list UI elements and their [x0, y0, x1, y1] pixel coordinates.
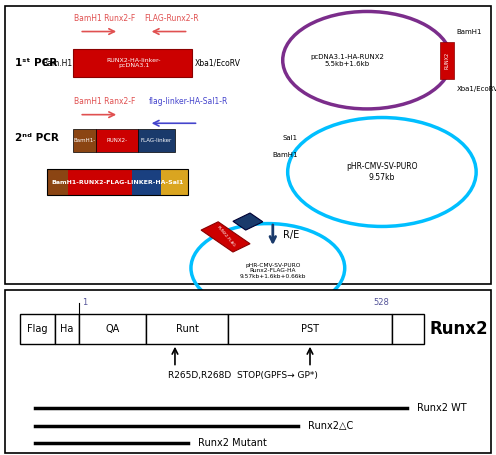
Bar: [73, 129, 96, 152]
Text: Flag: Flag: [27, 324, 48, 334]
Text: BamH1 Ranx2-F: BamH1 Ranx2-F: [74, 97, 136, 106]
Bar: [392, 313, 424, 344]
Text: Ha: Ha: [61, 324, 73, 334]
Bar: [73, 49, 192, 77]
Bar: [96, 129, 138, 152]
Polygon shape: [201, 222, 250, 252]
Text: 1: 1: [82, 298, 87, 307]
Polygon shape: [233, 213, 263, 230]
Text: 2ⁿᵈ PCR: 2ⁿᵈ PCR: [15, 132, 59, 142]
Bar: [55, 313, 79, 344]
Text: Runx2△C: Runx2△C: [308, 421, 353, 431]
Bar: [79, 313, 146, 344]
Text: FLAG-linker: FLAG-linker: [141, 138, 172, 143]
Bar: [146, 313, 228, 344]
Bar: [47, 169, 188, 195]
Bar: [228, 313, 392, 344]
Bar: [132, 169, 161, 195]
Text: R/E: R/E: [283, 230, 299, 240]
Text: PST: PST: [301, 324, 319, 334]
Text: pcDNA3.1-HA-RUNX2
5.5kb+1.6kb: pcDNA3.1-HA-RUNX2 5.5kb+1.6kb: [310, 54, 384, 67]
Bar: [20, 313, 55, 344]
Bar: [440, 41, 454, 79]
Text: 1ˢᵗ PCR: 1ˢᵗ PCR: [15, 58, 57, 68]
Text: FLAG-Runx2-R: FLAG-Runx2-R: [144, 14, 198, 23]
Bar: [68, 169, 132, 195]
Bar: [138, 129, 175, 152]
Text: Sal1: Sal1: [283, 135, 298, 141]
Text: BamH1-RUNX2-FLAG-LINKER-HA-Sal1: BamH1-RUNX2-FLAG-LINKER-HA-Sal1: [52, 180, 184, 185]
Text: R265D,R268D  STOP(GPFS→ GP*): R265D,R268D STOP(GPFS→ GP*): [168, 371, 317, 380]
Text: QA: QA: [106, 324, 120, 334]
Text: RUNX2-: RUNX2-: [106, 138, 127, 143]
Text: Runx2 Mutant: Runx2 Mutant: [198, 438, 267, 448]
Text: Runx2 WT: Runx2 WT: [417, 403, 466, 413]
Text: BamH1 Runx2-F: BamH1 Runx2-F: [74, 14, 135, 23]
Text: RUNX2-FLAG: RUNX2-FLAG: [215, 225, 236, 248]
Text: 528: 528: [373, 298, 389, 307]
Bar: [161, 169, 188, 195]
Text: RUNX2-HA-linker-
pcDNA3.1: RUNX2-HA-linker- pcDNA3.1: [107, 58, 161, 68]
Text: Xba1/EcoRV: Xba1/EcoRV: [194, 59, 241, 67]
Text: BamH1-: BamH1-: [73, 138, 96, 143]
Text: flag-linker-HA-Sal1-R: flag-linker-HA-Sal1-R: [149, 97, 228, 106]
Text: Bam.H1: Bam.H1: [42, 59, 72, 67]
Text: BamH1: BamH1: [456, 29, 482, 35]
Text: Runx2: Runx2: [429, 320, 488, 338]
Text: RUNX2: RUNX2: [445, 51, 450, 69]
Text: pHR-CMV-SV-PURO
9.57kb: pHR-CMV-SV-PURO 9.57kb: [346, 162, 418, 182]
Text: Xba1/EcoRV: Xba1/EcoRV: [456, 86, 496, 92]
Bar: [47, 169, 68, 195]
Text: BamH1: BamH1: [272, 152, 298, 158]
Text: Runt: Runt: [176, 324, 199, 334]
Text: pHR-CMV-SV-PURO
Runx2-FLAG-HA
9.57kb+1.6kb+0.66kb: pHR-CMV-SV-PURO Runx2-FLAG-HA 9.57kb+1.6…: [240, 263, 306, 279]
